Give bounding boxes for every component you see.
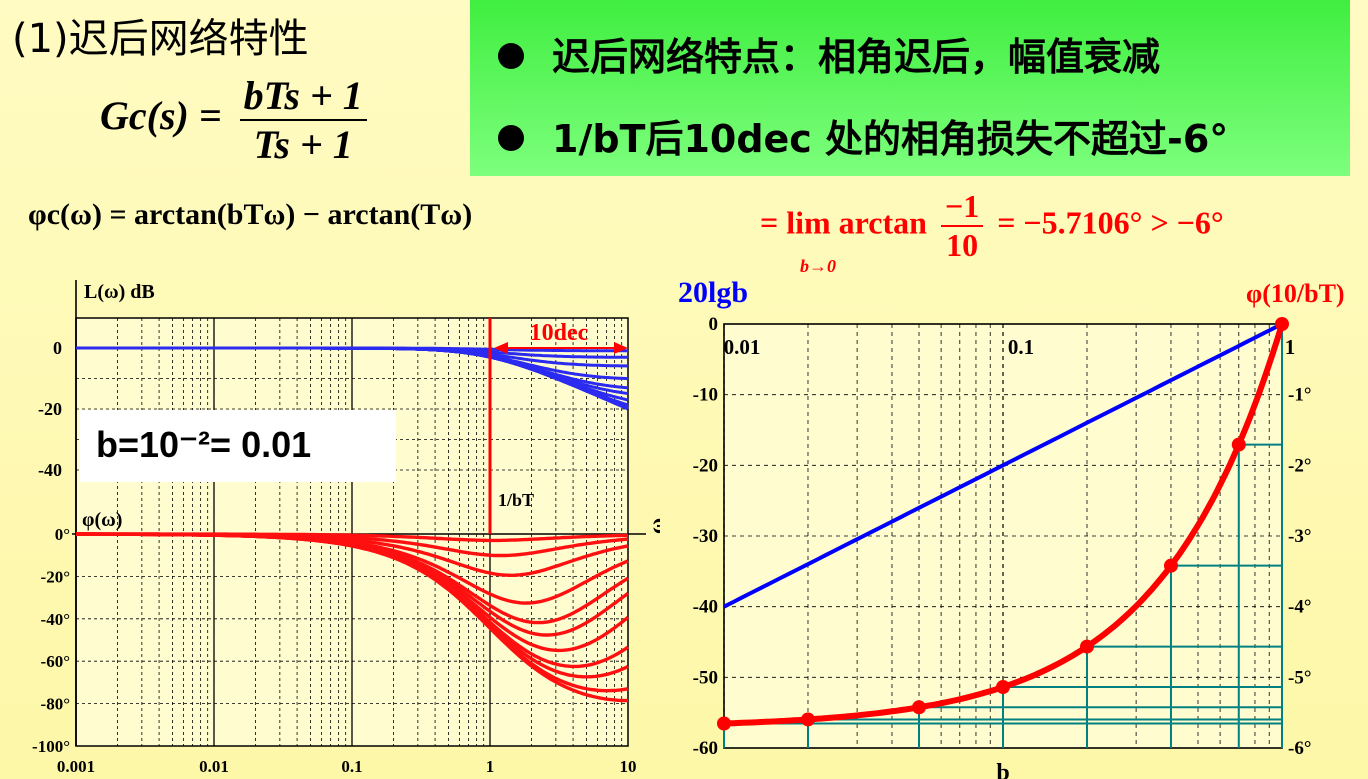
gc-numerator: bTs + 1 — [239, 72, 367, 121]
limit-formula: = lim arctan −1 10 = −5.7106° > −6° b→0 — [760, 188, 1224, 276]
corner-label: 1/bT — [498, 490, 534, 510]
right-tick-label: -1° — [1288, 385, 1311, 406]
limit-subscript: b→0 — [800, 256, 836, 276]
x-tick-label: 0.01 — [724, 335, 761, 359]
phase-tick-label: -20° — [41, 567, 70, 586]
phase-tick-label: -100° — [32, 737, 70, 756]
phase-marker — [1275, 317, 1289, 331]
dec-arrowhead-right — [614, 342, 628, 354]
b-value-box: b=10⁻²= 0.01 — [80, 410, 396, 482]
right-tick-label: -3° — [1288, 526, 1311, 547]
phase-tick-label: -40° — [41, 610, 70, 629]
gc-fraction: bTs + 1 Ts + 1 — [239, 72, 367, 168]
b-value-label: b=10⁻²= 0.01 — [96, 424, 312, 465]
right-tick-label: -4° — [1288, 597, 1311, 618]
phase-curve — [76, 532, 629, 543]
gc-lhs: Gc(s) = — [100, 93, 222, 139]
x-axis-label: b — [996, 760, 1009, 779]
x-tick-label: 1 — [486, 757, 495, 776]
phase-marker — [1079, 639, 1094, 654]
x-tick-label: 0.001 — [57, 757, 95, 776]
series-label-20lgb: 20lgb — [678, 276, 748, 309]
phase-tick-label: -80° — [41, 695, 70, 714]
left-tick-label: -10 — [693, 385, 718, 406]
left-tick-label: -30 — [693, 526, 718, 547]
dec-label: 10dec — [530, 320, 589, 346]
x-tick-label: 0.1 — [341, 757, 362, 776]
phase-marker — [1231, 437, 1246, 452]
mag-tick-label: -40 — [38, 460, 62, 480]
bullet-item: 迟后网络特点：相角迟后，幅值衰减 — [498, 26, 1160, 81]
phase-marker — [800, 712, 815, 727]
left-tick-label: -50 — [693, 667, 718, 688]
limit-suffix: = −5.7106° > −6° — [997, 204, 1224, 241]
bullet-icon — [498, 124, 524, 151]
mag-tick-label: -20 — [38, 399, 62, 419]
phase-tick-label: -60° — [41, 652, 70, 671]
left-tick-label: -20 — [693, 455, 718, 476]
right-tick-label: -5° — [1288, 667, 1311, 688]
phase-marker — [1163, 558, 1178, 573]
transfer-function-formula: Gc(s) = bTs + 1 Ts + 1 — [100, 72, 367, 168]
highlight-box: 迟后网络特点：相角迟后，幅值衰减 1/bT后10dec 处的相角损失不超过-6° — [470, 0, 1350, 176]
mag-tick-label: 0 — [53, 338, 62, 358]
limit-prefix: = lim arctan — [760, 204, 927, 241]
left-tick-label: -40 — [693, 597, 718, 618]
bullet-item: 1/bT后10dec 处的相角损失不超过-6° — [498, 108, 1228, 163]
gc-denominator: Ts + 1 — [253, 122, 353, 167]
phase-marker — [912, 700, 927, 715]
series-label-phi: φ(10/bT) — [1246, 279, 1345, 308]
phase-marker — [996, 680, 1010, 695]
magnitude-curve — [76, 346, 628, 353]
line-20lgb — [723, 322, 1283, 609]
x-tick-label: 1 — [1285, 335, 1296, 359]
phase-axis-label: φ(ω) — [82, 509, 122, 531]
omega-label: ω — [644, 518, 660, 534]
limit-fraction: −1 10 — [940, 188, 984, 264]
phase-loss-chart: 0 -10 -20 -30 -40 -50 -60 -1° -2° -3° -4° -5° -6° 0.0… — [678, 276, 1345, 779]
bode-chart: L(ω) dB φ(ω) ω 0 -20 -40 0° -20° -40° -60° -80° -10… — [32, 280, 660, 776]
phase-formula: φc(ω) = arctan(bTω) − arctan(Tω) — [28, 198, 473, 231]
right-tick-label: -6° — [1288, 738, 1311, 759]
limit-denominator: 10 — [946, 227, 979, 263]
dec-arrowhead-left — [494, 342, 508, 354]
left-tick-label: -60 — [693, 738, 718, 759]
right-tick-label: -2° — [1288, 455, 1311, 476]
bullet-text: 1/bT后10dec 处的相角损失不超过-6° — [552, 117, 1229, 161]
x-tick-label: 10 — [620, 757, 637, 776]
bullet-text: 迟后网络特点：相角迟后，幅值衰减 — [552, 35, 1161, 79]
mag-axis-label: L(ω) dB — [84, 281, 155, 303]
x-tick-label: 0.01 — [199, 757, 229, 776]
x-tick-label: 0.1 — [1008, 335, 1034, 359]
phase-tick-label: 0° — [55, 525, 70, 544]
bullet-icon — [498, 42, 524, 69]
left-tick-label: 0 — [709, 314, 719, 335]
phase-marker — [717, 716, 731, 731]
section-title: (1)迟后网络特性 — [12, 16, 309, 62]
limit-numerator: −1 — [940, 188, 984, 227]
